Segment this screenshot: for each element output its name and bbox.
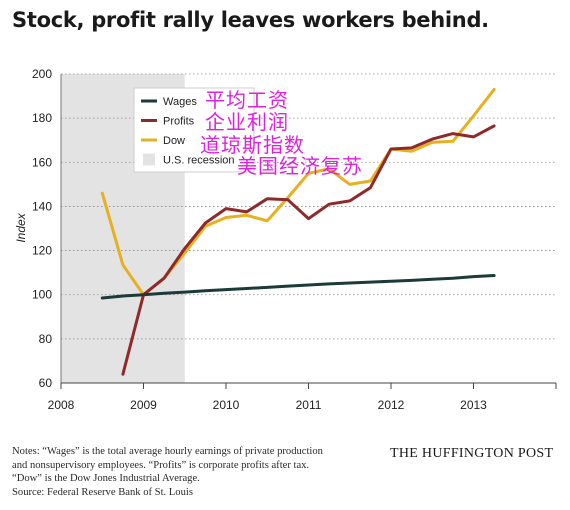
chart-title: Stock, profit rally leaves workers behin… bbox=[12, 8, 489, 32]
overlay-label-profits: 企业利润 bbox=[205, 110, 289, 134]
x-tick-label: 2012 bbox=[378, 398, 405, 412]
legend-label: Dow bbox=[163, 135, 185, 147]
axes bbox=[60, 74, 557, 389]
y-tick-label: 80 bbox=[39, 332, 53, 346]
y-tick-label: 60 bbox=[39, 376, 53, 390]
overlay-label-recovery: 美国经济复苏 bbox=[237, 154, 363, 178]
x-tick-label: 2008 bbox=[48, 398, 75, 412]
source-line: Source: Federal Reserve Bank of St. Loui… bbox=[12, 486, 193, 498]
x-tick-label: 2011 bbox=[296, 398, 322, 412]
y-tick-label: 120 bbox=[32, 244, 52, 258]
x-tick-label: 2010 bbox=[213, 398, 240, 412]
x-tick-labels: 2008 2009 2010 2011 2012 2013 bbox=[48, 398, 488, 412]
brand-logo-text: THE HUFFINGTON POST bbox=[390, 446, 554, 461]
y-tick-label: 200 bbox=[32, 67, 52, 81]
legend-swatch bbox=[143, 153, 155, 166]
notes: Notes: “Wages” is the total average hour… bbox=[12, 445, 372, 499]
note-line: and nonsupervisory employees. “Profits” … bbox=[12, 459, 310, 471]
overlay-label-dow: 道琼斯指数 bbox=[200, 133, 305, 157]
x-tick-label: 2009 bbox=[130, 398, 157, 412]
y-tick-labels: 60 80 100 120 140 160 180 200 bbox=[32, 67, 52, 390]
overlay-label-wages: 平均工资 bbox=[205, 88, 289, 112]
x-tick-label: 2013 bbox=[460, 398, 487, 412]
legend: Wages Profits Dow U.S. recession bbox=[133, 87, 255, 173]
legend-label: Profits bbox=[163, 116, 195, 128]
series-line-wages bbox=[100, 274, 496, 300]
legend-label: U.S. recession bbox=[163, 155, 235, 167]
y-tick-label: 160 bbox=[32, 155, 52, 169]
series-line-profits bbox=[121, 124, 496, 376]
y-tick-label: 140 bbox=[32, 199, 52, 213]
note-line: Notes: “Wages” is the total average hour… bbox=[12, 446, 323, 457]
y-tick-label: 180 bbox=[32, 111, 52, 125]
y-tick-label: 100 bbox=[32, 288, 52, 302]
legend-label: Wages bbox=[163, 96, 197, 108]
note-line: “Dow” is the Dow Jones Industrial Averag… bbox=[12, 473, 200, 485]
y-axis-label: Index bbox=[14, 212, 28, 242]
series-lines bbox=[100, 87, 496, 376]
